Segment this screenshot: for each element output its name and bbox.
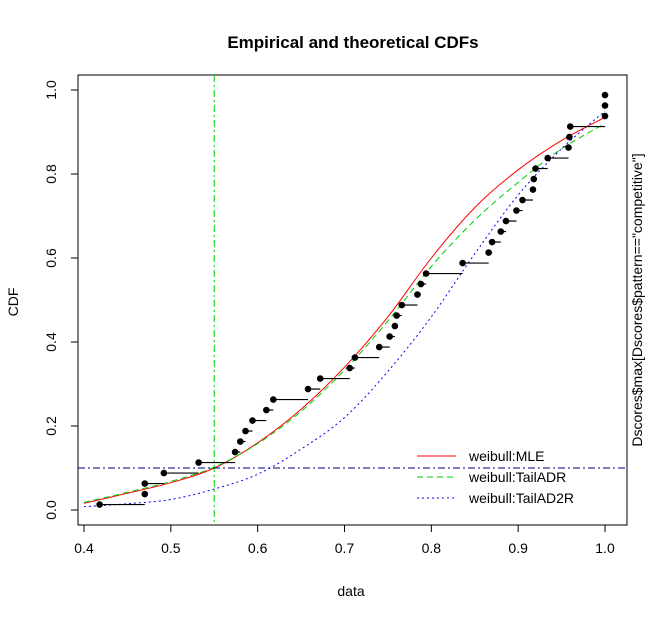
empirical-point [566,123,574,130]
empirical-point [422,270,430,277]
empirical-point [316,375,324,382]
legend-label: weibull:TailADR [468,469,566,485]
empirical-point [249,417,256,424]
empirical-point [195,459,202,466]
empirical-point [398,301,406,309]
x-tick-label: 0.6 [248,540,268,556]
y-tick-label: 0.8 [43,164,59,184]
plot-area: 0.4 0.5 0.6 0.7 0.8 0.9 1.0 0.0 0.2 0.4 0.6 0.8 1.0 [43,74,628,556]
empirical-point [601,112,609,120]
empirical-point [375,343,383,351]
empirical-point [393,312,400,319]
x-tick-label: 0.5 [161,540,181,556]
empirical-point [513,207,520,214]
empirical-point [601,102,609,109]
empirical-point [141,490,149,498]
empirical-point [237,438,244,445]
empirical-point [346,364,354,372]
legend-label: weibull:MLE [468,448,544,464]
empirical-point [141,480,149,487]
x-tick-label: 0.4 [74,540,94,556]
empirical-point [544,154,551,162]
empirical-point [519,196,526,204]
empirical-point [497,228,505,235]
empirical-point [502,217,510,225]
y-tick-label: 0.4 [43,332,59,352]
empirical-point [601,91,609,99]
empirical-point [160,469,168,477]
y-tick-label: 0.6 [43,248,59,268]
empirical-point [459,259,466,267]
empirical-point [304,385,312,393]
series-line-weibull-tailad2r [83,110,606,508]
series-line-weibull-tailadr [83,123,606,503]
legend: weibull:MLE weibull:TailADR weibull:TailAD… [417,448,574,506]
empirical-point [532,165,539,172]
x-tick-label: 0.8 [422,540,442,556]
empirical-point [417,280,425,288]
empirical-point [269,396,277,403]
empirical-point [351,354,359,361]
empirical-point [485,249,492,256]
y-tick-label: 0.2 [43,416,59,436]
empirical-point [386,333,393,340]
empirical-point [414,291,421,298]
empirical-point [242,427,249,435]
empirical-point [391,322,399,330]
empirical-point [529,186,537,193]
right-axis-label: Dscores$max[Dscores$pattern=="competitiv… [629,153,645,446]
x-tick-label: 1.0 [595,540,615,556]
empirical-point [566,133,573,141]
chart-title: Empirical and theoretical CDFs [227,33,478,52]
empirical-point [263,406,270,414]
series-line-weibull-mle [83,116,606,504]
x-tick-label: 0.9 [508,540,528,556]
empirical-point [565,144,572,151]
empirical-point [488,238,496,246]
legend-label: weibull:TailAD2R [468,490,574,506]
empirical-point [231,448,239,456]
y-tick-label: 0.0 [43,500,59,520]
y-tick-label: 1.0 [43,80,59,100]
x-tick-label: 0.7 [335,540,355,556]
x-axis-label: data [337,583,364,599]
empirical-point [530,175,538,183]
empirical-point [96,501,103,508]
y-axis-label: CDF [5,288,21,317]
